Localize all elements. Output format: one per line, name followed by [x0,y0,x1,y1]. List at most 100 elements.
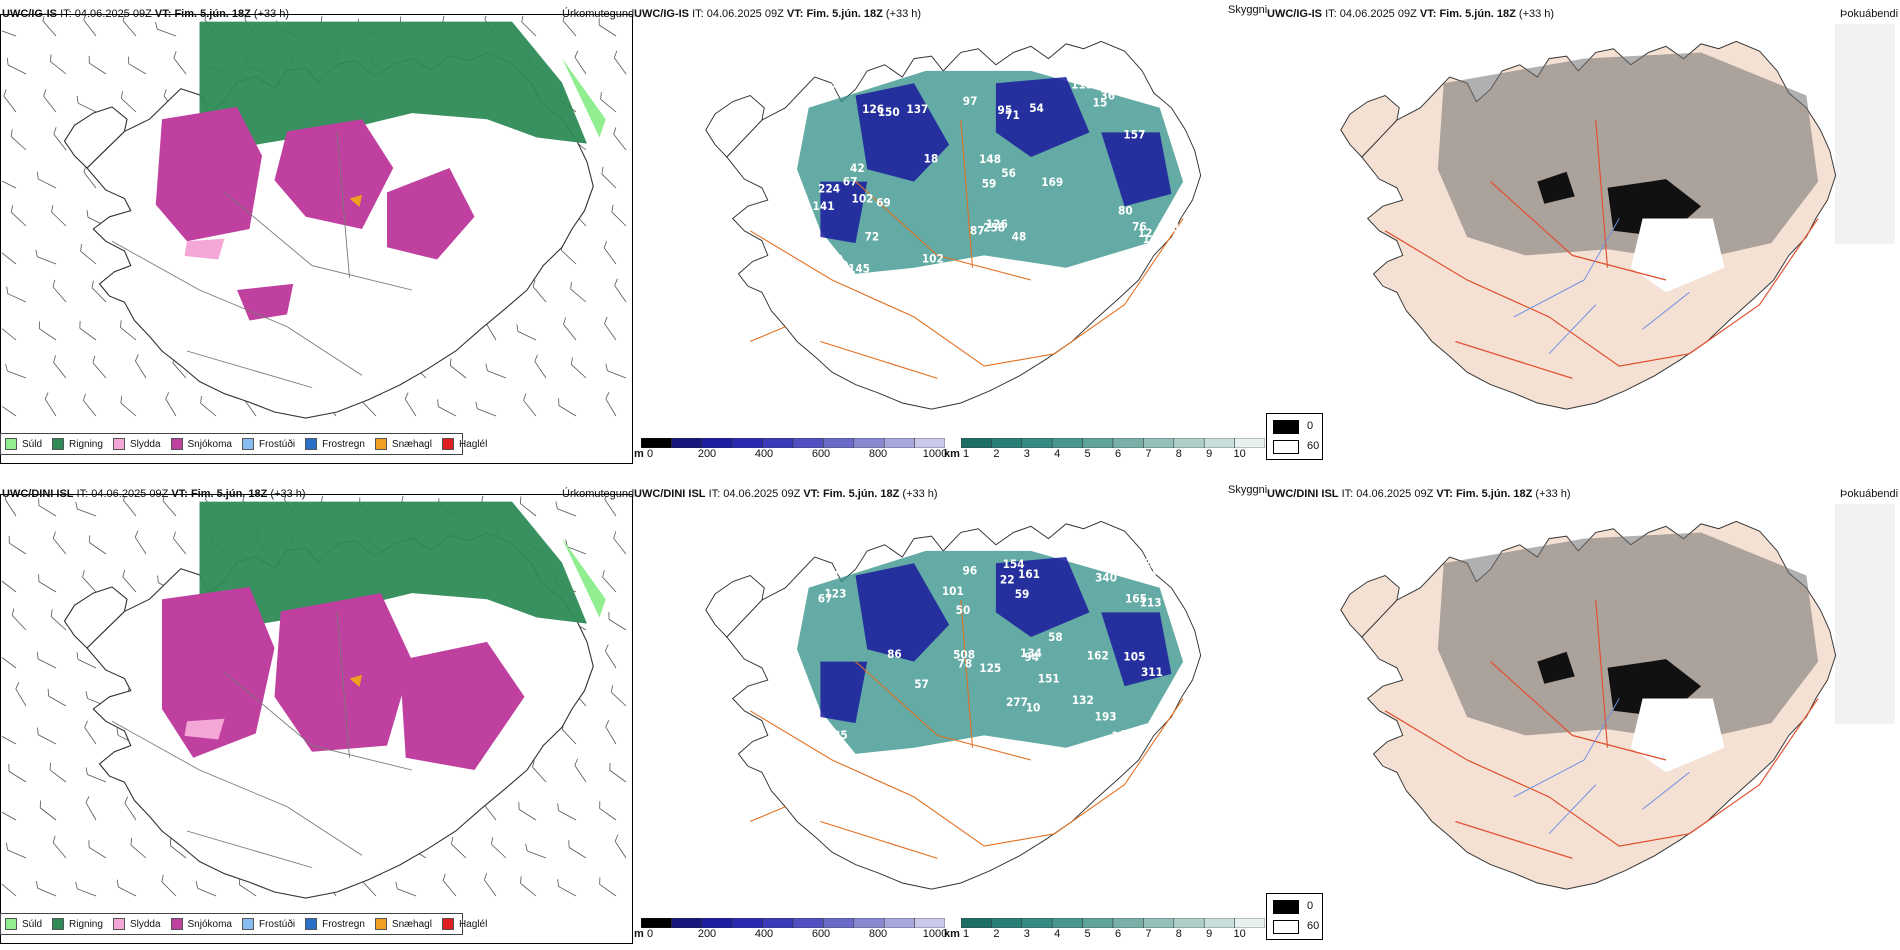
legend-item: Snæhagl [374,438,432,450]
snow-depth-value: 193 [1095,710,1117,723]
legend-label: Frostregn [322,918,365,930]
snow-depth-value: 165 [1125,592,1147,605]
snow-area [274,593,412,752]
wind-barb-icon [130,837,147,859]
wind-barb-icon [605,720,617,745]
snow-depth-value: 42 [850,162,865,175]
wind-barb-icon [38,498,57,517]
snow-depth-value: 54 [1029,102,1044,115]
wind-barb-icon [4,496,17,517]
legend-label: Súld [22,438,43,450]
snow-depth-value: 54 [1117,558,1132,571]
wind-barb-icon [51,204,67,227]
wind-barb-icon [39,321,57,341]
legend-item: Haglél [441,918,487,930]
legend-item: Frostregn [305,438,365,450]
snow-grains-area [349,194,362,208]
visibility-unit: km [944,928,960,940]
vt-label: VT: [154,8,172,20]
wind-barb-icon [44,392,57,417]
legend-swatch [52,438,65,450]
snow-depth-tick: 400 [754,448,774,460]
snow-depth-value: 143 [1143,233,1165,246]
wind-barb-icon [200,395,217,417]
fog-low-area [1630,698,1725,773]
snow-depth-value: 78 [958,657,973,670]
snow-depth-value: 67 [818,592,833,605]
legend-label: Súld [22,918,43,930]
wind-barb-icon [614,834,627,859]
snow-depth-tick: 1000 [922,448,948,460]
terrain-shading [1437,52,1819,262]
snow-depth-value: 157 [1123,128,1145,141]
it-label: IT: [1341,488,1354,500]
snow-depth-value: 230 [1101,737,1123,750]
visibility-title: Skyggni [1228,484,1268,496]
rain-area [199,501,587,636]
visibility-tick: 5 [1084,928,1091,940]
wind-barb-icon [599,801,617,821]
wind-barb-icon [91,280,107,303]
visibility-tick: 9 [1206,928,1213,940]
legend-item: Haglél [441,438,487,450]
legend-label: Slydda [129,438,161,450]
visibility-tick: 7 [1145,928,1152,940]
wind-barb-icon [395,881,417,897]
legend-swatch [170,918,183,930]
visibility-tick: 4 [1054,448,1061,460]
wind-barb-icon [2,579,17,593]
wind-barb-icon [534,354,547,379]
wind-barb-icon [557,879,577,897]
snow-depth-value: 59 [982,177,997,190]
snow-area [162,587,275,758]
snow-depth-value: 508 [953,648,975,661]
wind-barb-icon [47,688,67,707]
wind-barb-icon [525,843,547,859]
wind-barb-icon [85,796,97,821]
wind-barb-icon [52,531,67,555]
wind-barb-icon [555,501,577,517]
snow-depth-value: 69 [876,196,891,209]
snow-depth-tick: 800 [868,928,888,940]
wind-barb-icon [604,316,617,341]
snow-depth-value: 119 [1071,78,1093,91]
wind-barb-icon [404,392,417,417]
snow-depth-value: 118 [1111,730,1133,743]
snow-depth-tick: 400 [754,928,774,940]
snow-depth-value: 150 [878,106,900,119]
wind-barb-icon [598,17,617,37]
legend-item: Slydda [112,438,161,450]
snow-depth-value: 15 [1093,96,1108,109]
wind-barb-icon [520,876,537,897]
lead-time: (+33 h) [1535,488,1571,500]
it-value: 04.06.2025 09Z [1356,488,1434,500]
snow-depth-value: 95 [998,104,1013,117]
snow-depth-value: 161 [1018,568,1040,581]
wind-barb-icon [38,574,57,593]
wind-barb-icon [563,317,577,341]
wind-barb-icon [604,496,617,517]
wind-barb-icon [613,127,627,151]
wind-barb-icon [570,357,587,379]
visibility-tick: 8 [1175,928,1182,940]
visibility-tick: 7 [1145,448,1152,460]
wind-barb-icon [42,16,57,37]
model-name: UWC/IG-IS [634,8,689,20]
wind-barb-icon [76,652,97,669]
legend-label: Slydda [129,918,161,930]
snow-depth-area [820,77,1172,244]
fog-swatch-black [1273,420,1299,434]
legend-swatch [441,918,454,930]
snow-depth-value: 18 [924,152,939,165]
wind-barb-icon [50,54,67,75]
snow-depth-value: 154 [1003,558,1025,571]
fog-low-area [1630,218,1725,293]
snow-depth-colorbar [641,918,945,928]
wind-barb-icon [611,204,627,227]
visibility-tick: 2 [993,928,1000,940]
it-label: IT: [1325,8,1337,20]
visibility-tick: 1 [962,928,970,940]
wind-barb-icon [6,286,27,303]
legend-item: Súld [5,438,42,450]
wind-barb-icon [437,399,457,417]
